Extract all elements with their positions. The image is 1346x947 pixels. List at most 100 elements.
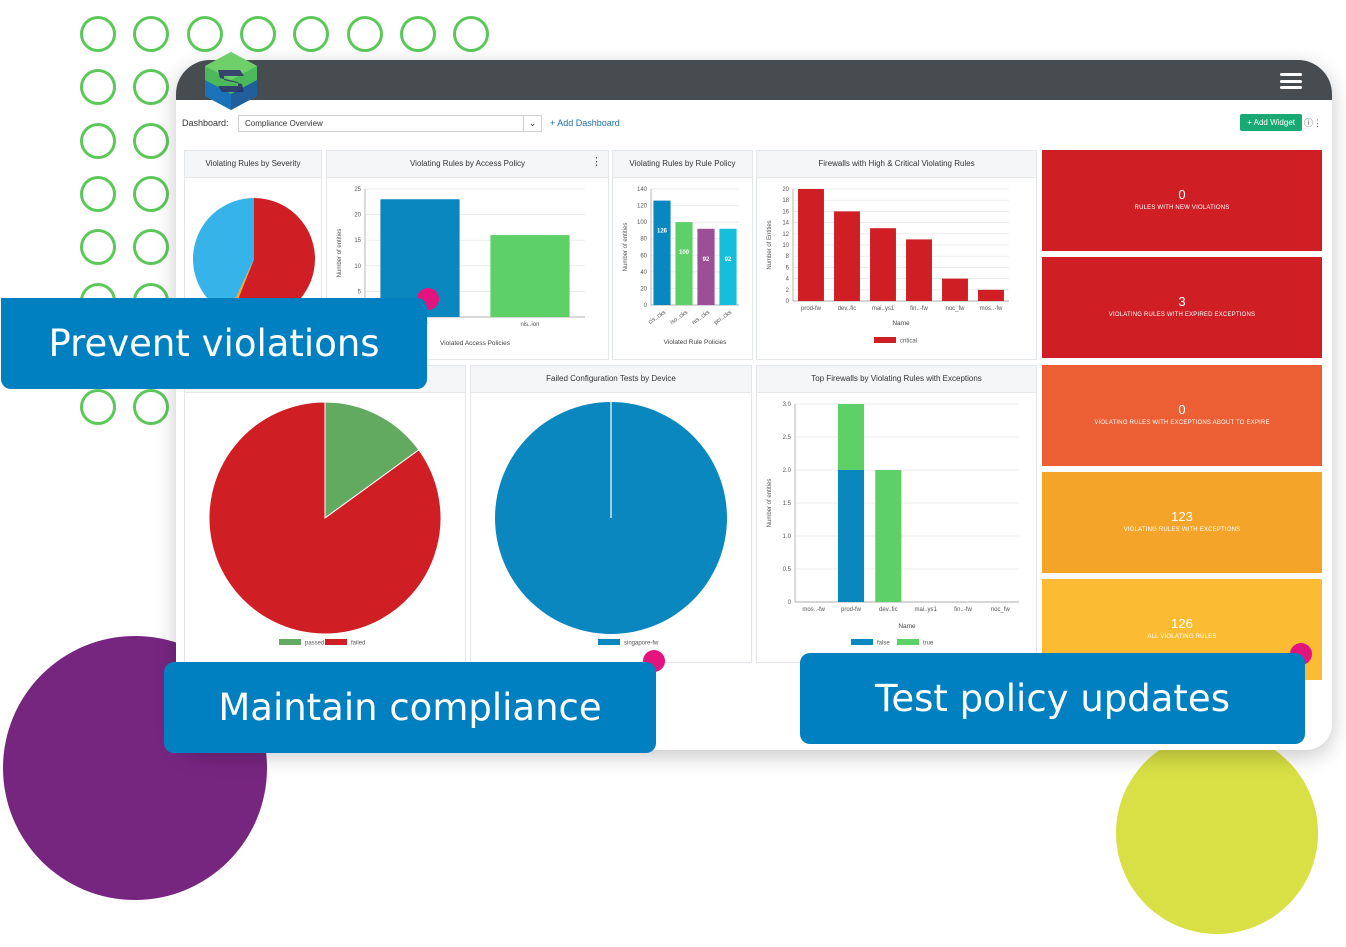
decorative-ring	[453, 16, 490, 52]
legend-label: failed	[351, 641, 365, 647]
bar	[653, 200, 671, 305]
bar	[870, 228, 896, 301]
y-tick-label: 140	[637, 187, 648, 193]
panel-title: Top Firewalls by Violating Rules with Ex…	[757, 366, 1036, 393]
pie-slice	[208, 401, 442, 635]
pie-slice	[324, 401, 420, 519]
x-tick-label: dev..fic	[879, 607, 898, 613]
panel-menu-icon[interactable]: ⋮	[591, 156, 602, 168]
bar	[490, 235, 570, 317]
tile-value: 0	[1178, 187, 1186, 202]
bar-data-label: 126	[657, 229, 668, 235]
decorative-ring	[80, 229, 116, 266]
legend-swatch	[874, 337, 896, 343]
y-tick-label: 14	[782, 221, 789, 227]
x-tick-label: fin..-fw	[954, 607, 972, 613]
y-tick-label: 20	[782, 187, 789, 193]
legend-swatch	[897, 639, 919, 645]
bar	[697, 228, 715, 305]
y-tick-label: 1.0	[783, 534, 792, 540]
decorative-ring	[399, 16, 436, 52]
tile-label: ALL VIOLATING RULES	[1147, 634, 1217, 640]
x-tick-label: nis..ion	[520, 322, 539, 328]
x-tick-label: pci..cks	[713, 310, 733, 326]
bar	[942, 278, 968, 301]
y-tick-label: 120	[637, 204, 648, 210]
bar	[798, 189, 824, 301]
add-dashboard-link[interactable]: + Add Dashboard	[550, 118, 620, 128]
firewalls-bar-chart: 0 2 4 6 8 10 12 14 16 18 20 prod-fw dev..fic mai..ys1…	[767, 187, 1009, 345]
tile-value: 0	[1178, 402, 1186, 417]
y-tick-label: 1.5	[783, 501, 792, 507]
bar	[978, 289, 1004, 301]
legend-label: false	[877, 641, 890, 647]
callout-prevent-violations: Prevent violations	[1, 298, 427, 389]
tile-label: RULES WITH NEW VIOLATIONS	[1134, 205, 1230, 211]
dashboard-toolbar: Dashboard: Compliance Overview ⌄ + Add D…	[176, 112, 1332, 136]
tile-value: 123	[1171, 509, 1193, 524]
bar	[834, 211, 860, 301]
dashboard-label: Dashboard:	[182, 118, 229, 128]
top-firewalls-stacked-bar-chart: 0 0.5 1.0 1.5 2.0 2.5 3.0 mos..-fw prod-fw dev..f…	[767, 402, 1019, 647]
bar-data-label: 92	[703, 257, 710, 263]
x-tick-label: iso..cks	[669, 310, 689, 326]
y-tick-label: 80	[640, 237, 647, 243]
pie-slice	[193, 198, 254, 315]
summary-tile[interactable]: 0 RULES WITH NEW VIOLATIONS	[1042, 150, 1322, 251]
y-tick-label: 25	[354, 187, 361, 193]
panel-firewalls-critical: Firewalls with High & Critical Violating…	[756, 150, 1037, 360]
panel-title: Violating Rules by Severity	[185, 151, 321, 178]
panel-top-firewalls: Top Firewalls by Violating Rules with Ex…	[756, 365, 1037, 663]
y-tick-label: 2.0	[783, 468, 792, 474]
y-tick-label: 0	[788, 600, 792, 606]
rule-policy-bar-chart: 0 20 40 60 80 100 120 140 126 cis..cks 100 iso..cks…	[623, 187, 739, 346]
x-tick-label: mos..-fw	[802, 607, 825, 613]
x-tick-label: mai..ys1	[914, 607, 937, 613]
dashboard-select[interactable]: Compliance Overview ⌄	[238, 115, 542, 132]
y-tick-label: 15	[354, 238, 361, 244]
bar-data-label: 92	[725, 257, 732, 263]
bar	[837, 470, 865, 602]
info-more-icon[interactable]: ⓘ⋮	[1303, 118, 1322, 128]
decorative-ring	[133, 389, 169, 426]
y-axis-label: Number of entities	[623, 223, 629, 272]
y-axis-label: Number of entities	[767, 479, 773, 528]
y-tick-label: 12	[782, 232, 789, 238]
add-widget-button[interactable]: + Add Widget	[1240, 114, 1302, 131]
legend-label: singapore-fw	[624, 641, 659, 647]
panel-config-tests: passed failed	[184, 365, 466, 663]
decorative-ring	[133, 229, 169, 266]
x-axis-label: Violated Rule Policies	[664, 339, 727, 346]
panel-rule-policy: Violating Rules by Rule Policy 0 20 40 60 80…	[612, 150, 753, 360]
top-navigation-bar	[176, 60, 1332, 100]
chevron-down-icon[interactable]: ⌄	[523, 116, 541, 131]
y-axis-label: Number of Entities	[767, 220, 773, 269]
x-tick-label: mos..-fw	[980, 306, 1003, 312]
y-tick-label: 16	[782, 209, 789, 215]
y-tick-label: 10	[354, 264, 361, 270]
legend-label: passed	[305, 641, 324, 647]
y-tick-label: 2	[786, 288, 790, 294]
x-tick-label: noc_fw	[945, 306, 965, 312]
callout-maintain-compliance: Maintain compliance	[164, 662, 656, 753]
pie-slice	[231, 198, 315, 320]
summary-tile[interactable]: 3 VIOLATING RULES WITH EXPIRED EXCEPTIONS	[1042, 257, 1322, 358]
hamburger-menu-icon[interactable]	[1280, 73, 1302, 89]
bar	[675, 222, 693, 305]
tile-value: 3	[1178, 294, 1186, 309]
y-tick-label: 20	[640, 286, 647, 292]
bar	[837, 404, 865, 470]
bar	[906, 239, 932, 301]
tile-label: VIOLATING RULES WITH EXPIRED EXCEPTIONS	[1108, 312, 1256, 318]
x-tick-label: prod-fw	[801, 306, 822, 312]
legend-label: critical	[900, 339, 917, 345]
summary-tile[interactable]: 123 VIOLATING RULES WITH EXCEPTIONS	[1042, 472, 1322, 573]
decorative-ring	[346, 16, 383, 52]
legend-label: true	[923, 641, 934, 647]
legend-swatch	[598, 639, 620, 645]
y-tick-label: 0.5	[783, 567, 792, 573]
decorative-ring	[293, 16, 330, 52]
summary-tile[interactable]: 0 VIOLATING RULES WITH EXCEPTIONS ABOUT T…	[1042, 365, 1322, 466]
x-tick-label: fin..-fw	[910, 306, 928, 312]
decorative-ring	[80, 16, 116, 52]
